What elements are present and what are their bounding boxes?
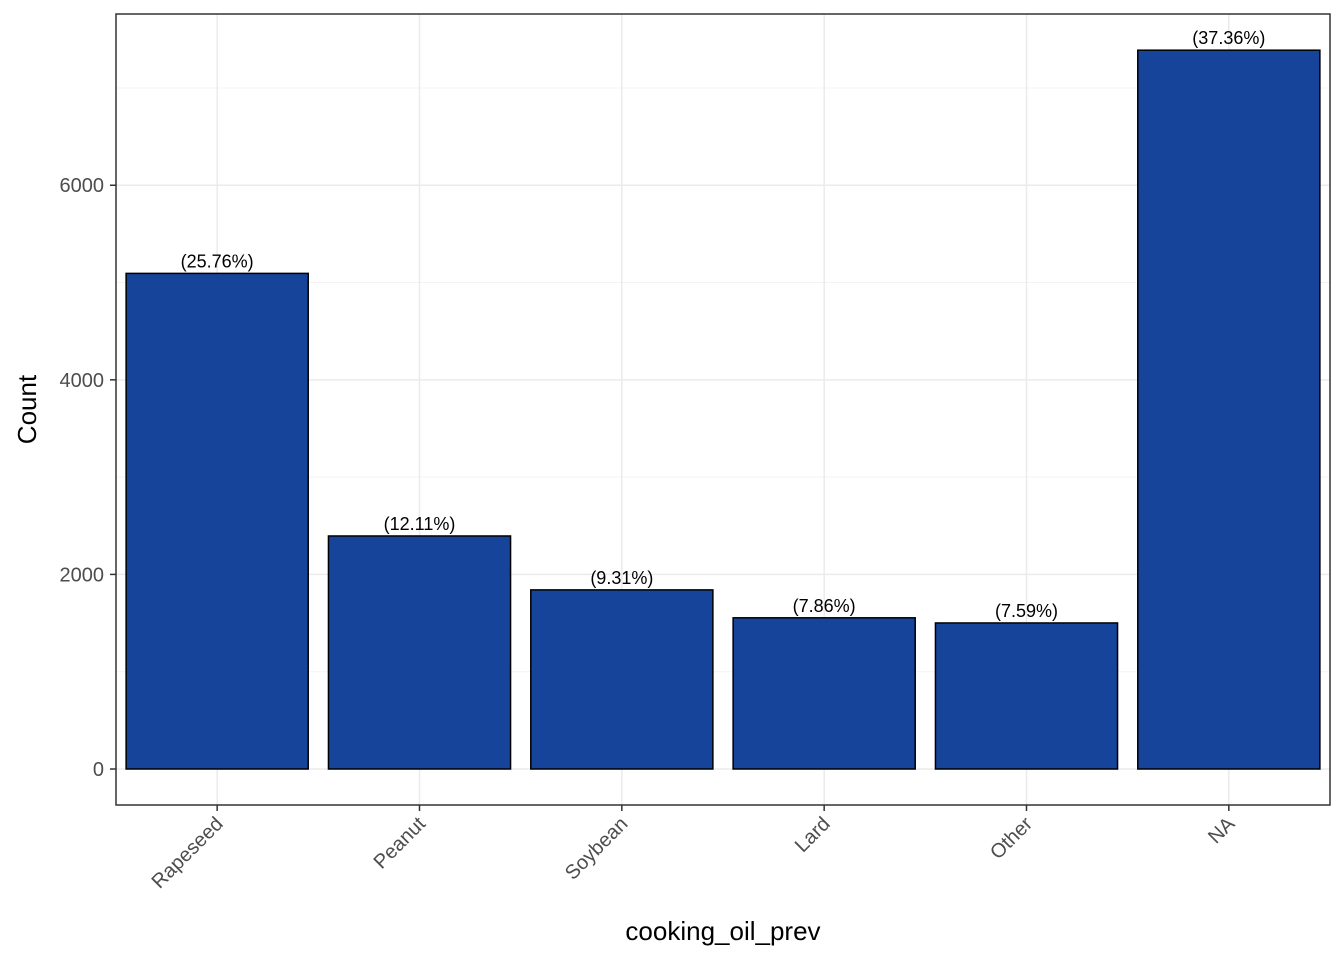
- y-tick-label: 2000: [60, 564, 105, 586]
- bar-soybean: [530, 589, 714, 770]
- data-label-soybean: (9.31%): [590, 568, 653, 588]
- data-label-rapeseed: (25.76%): [181, 251, 254, 271]
- y-axis-title: Count: [12, 374, 42, 444]
- panel-border: [115, 13, 1331, 806]
- bar-na: [1137, 49, 1321, 770]
- data-label-lard: (7.86%): [793, 596, 856, 616]
- bar-peanut: [327, 535, 512, 770]
- data-label-peanut: (12.11%): [384, 514, 456, 534]
- bar-lard: [732, 617, 916, 770]
- x-axis-title: cooking_oil_prev: [625, 916, 820, 946]
- bars-layer: [125, 49, 1321, 770]
- y-tick-label: 0: [93, 759, 104, 781]
- y-tick-label: 4000: [60, 370, 105, 392]
- bar-other: [934, 622, 1119, 770]
- data-label-other: (7.59%): [995, 601, 1058, 621]
- y-tick-label: 6000: [60, 175, 105, 197]
- data-label-na: (37.36%): [1192, 28, 1265, 48]
- data-labels-layer: (25.76%) (12.11%) (9.31%) (7.86%) (7.59%) (37…: [181, 28, 1266, 621]
- bar-rapeseed: [125, 272, 309, 770]
- y-axis: 0 2000 4000 6000: [60, 175, 116, 781]
